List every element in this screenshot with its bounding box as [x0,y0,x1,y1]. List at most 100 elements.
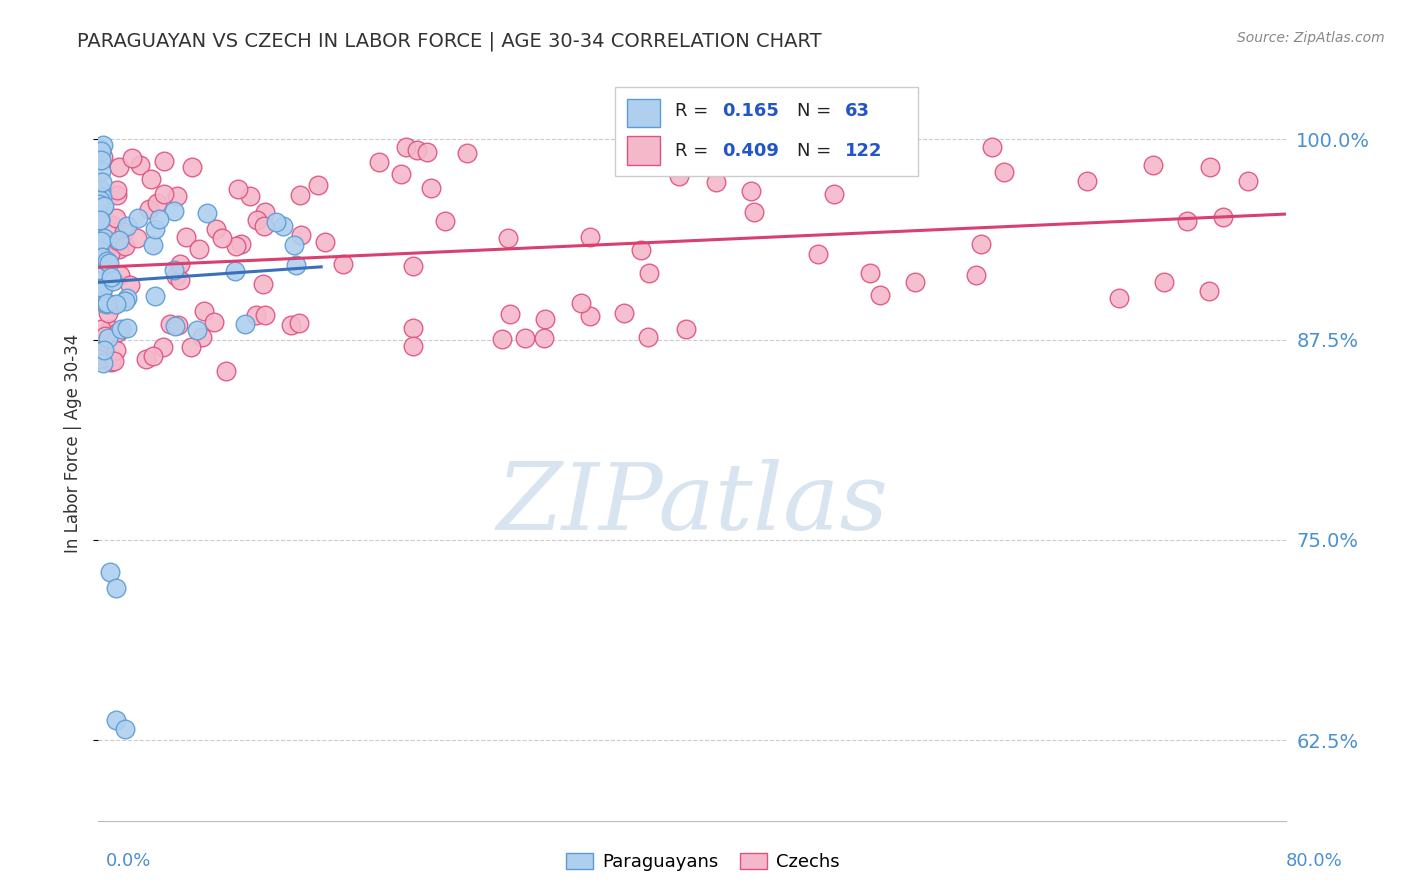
Point [90,295,112,310]
Point [91,250,114,264]
Point [90,183,112,197]
Text: 0.165: 0.165 [723,103,779,120]
Point [290,188,312,202]
Point [287,316,309,330]
Point [91,175,114,189]
Point [229,237,252,252]
Point [211,231,233,245]
Text: 63: 63 [845,103,869,120]
Point [142,349,165,363]
Point [264,215,287,229]
Point [1175,214,1198,228]
Point [226,182,249,196]
Point [1153,275,1175,289]
Point [167,318,190,333]
Point [90,164,112,178]
Point [367,154,389,169]
Point [127,231,149,245]
Point [993,165,1015,179]
Point [114,723,136,737]
Point [91,138,114,153]
Point [152,340,174,354]
Y-axis label: In Labor Force | Age 30-34: In Labor Force | Age 30-34 [65,334,83,553]
Point [434,213,457,227]
Point [965,268,987,282]
Point [239,189,262,203]
Point [142,238,165,252]
Point [253,308,276,322]
Point [93,199,115,213]
Point [395,140,418,154]
Point [98,565,121,579]
Point [233,317,256,331]
Point [93,265,115,279]
Point [153,154,176,169]
Point [89,193,111,207]
Point [1076,174,1098,188]
Point [117,320,139,334]
Point [742,204,765,219]
Point [1237,174,1260,188]
Point [96,296,118,310]
Point [797,145,820,160]
Point [402,321,425,335]
Point [105,183,128,197]
Point [104,343,127,358]
Point [869,288,891,302]
Text: N =: N = [797,142,837,160]
Point [100,270,122,285]
Point [1212,211,1234,225]
Point [115,219,138,233]
Point [108,242,131,256]
Text: PARAGUAYAN VS CZECH IN LABOR FORCE | AGE 30-34 CORRELATION CHART: PARAGUAYAN VS CZECH IN LABOR FORCE | AGE… [77,31,823,51]
Point [91,281,114,295]
Point [740,184,762,198]
Point [103,354,125,368]
Point [139,171,162,186]
Point [101,298,124,312]
Point [110,321,132,335]
Point [115,291,138,305]
Point [121,151,143,165]
Point [859,266,882,280]
Point [127,211,149,225]
Point [105,188,128,202]
Point [107,326,129,340]
Point [93,349,115,363]
Point [533,330,555,344]
Point [314,235,336,249]
Point [638,266,661,280]
Point [91,257,114,271]
Point [402,260,425,274]
Point [202,314,225,328]
Point [89,212,111,227]
Point [456,146,478,161]
Point [515,331,537,345]
Point [981,139,1004,153]
Point [90,188,112,202]
Point [93,231,115,245]
Legend: Paraguayans, Czechs: Paraguayans, Czechs [560,846,846,879]
Point [252,277,274,292]
Point [165,268,187,283]
FancyBboxPatch shape [627,136,661,165]
Point [402,339,425,353]
Point [101,218,124,232]
Point [389,167,412,181]
Point [187,242,209,256]
Point [143,222,166,236]
Point [128,158,150,172]
Point [186,323,208,337]
Point [93,347,115,361]
Point [112,225,135,239]
Point [166,189,188,203]
Point [613,306,636,320]
Point [148,212,170,227]
Point [89,351,111,366]
Text: ZIPatlas: ZIPatlas [496,459,889,549]
Point [107,161,129,175]
Point [704,175,727,189]
Point [96,330,118,344]
Text: N =: N = [797,103,837,120]
Point [91,287,114,301]
